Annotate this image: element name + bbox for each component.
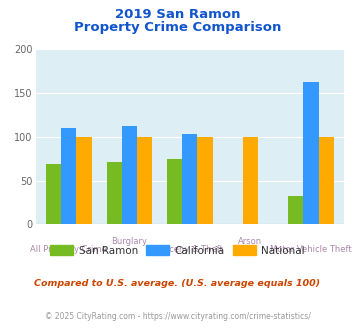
Bar xyxy=(106,162,122,224)
Bar xyxy=(304,82,319,224)
Bar xyxy=(167,159,182,224)
Bar xyxy=(122,126,137,224)
Text: All Property Crime: All Property Crime xyxy=(31,245,107,253)
Bar xyxy=(61,128,76,224)
Bar xyxy=(46,164,61,224)
Bar xyxy=(319,137,334,224)
Bar xyxy=(288,196,304,224)
Text: Compared to U.S. average. (U.S. average equals 100): Compared to U.S. average. (U.S. average … xyxy=(34,279,321,288)
Text: Burglary: Burglary xyxy=(111,237,147,246)
Legend: San Ramon, California, National: San Ramon, California, National xyxy=(46,241,309,260)
Text: Property Crime Comparison: Property Crime Comparison xyxy=(74,21,281,34)
Bar xyxy=(243,137,258,224)
Text: Arson: Arson xyxy=(239,237,263,246)
Bar xyxy=(76,137,92,224)
Text: Larceny & Theft: Larceny & Theft xyxy=(157,245,223,253)
Text: 2019 San Ramon: 2019 San Ramon xyxy=(115,8,240,21)
Text: Motor Vehicle Theft: Motor Vehicle Theft xyxy=(270,245,352,253)
Text: © 2025 CityRating.com - https://www.cityrating.com/crime-statistics/: © 2025 CityRating.com - https://www.city… xyxy=(45,312,310,321)
Bar xyxy=(182,134,197,224)
Bar xyxy=(137,137,152,224)
Bar xyxy=(197,137,213,224)
